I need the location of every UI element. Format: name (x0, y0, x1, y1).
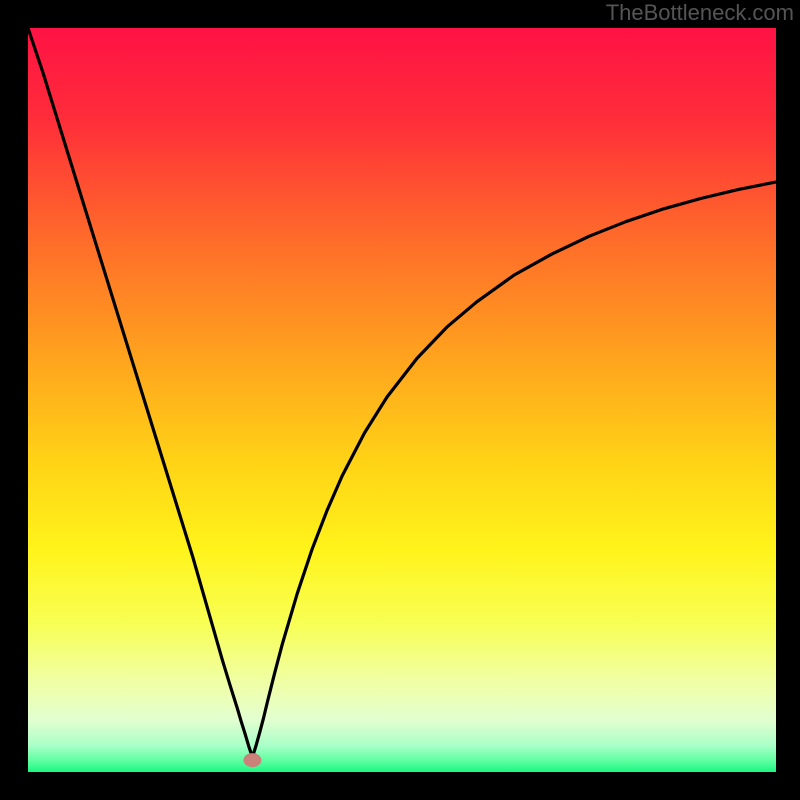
watermark-text: TheBottleneck.com (606, 0, 794, 26)
chart-container: TheBottleneck.com (0, 0, 800, 800)
minimum-marker (243, 753, 261, 767)
plot-area (28, 28, 776, 772)
gradient-background (28, 28, 776, 772)
plot-svg (28, 28, 776, 772)
